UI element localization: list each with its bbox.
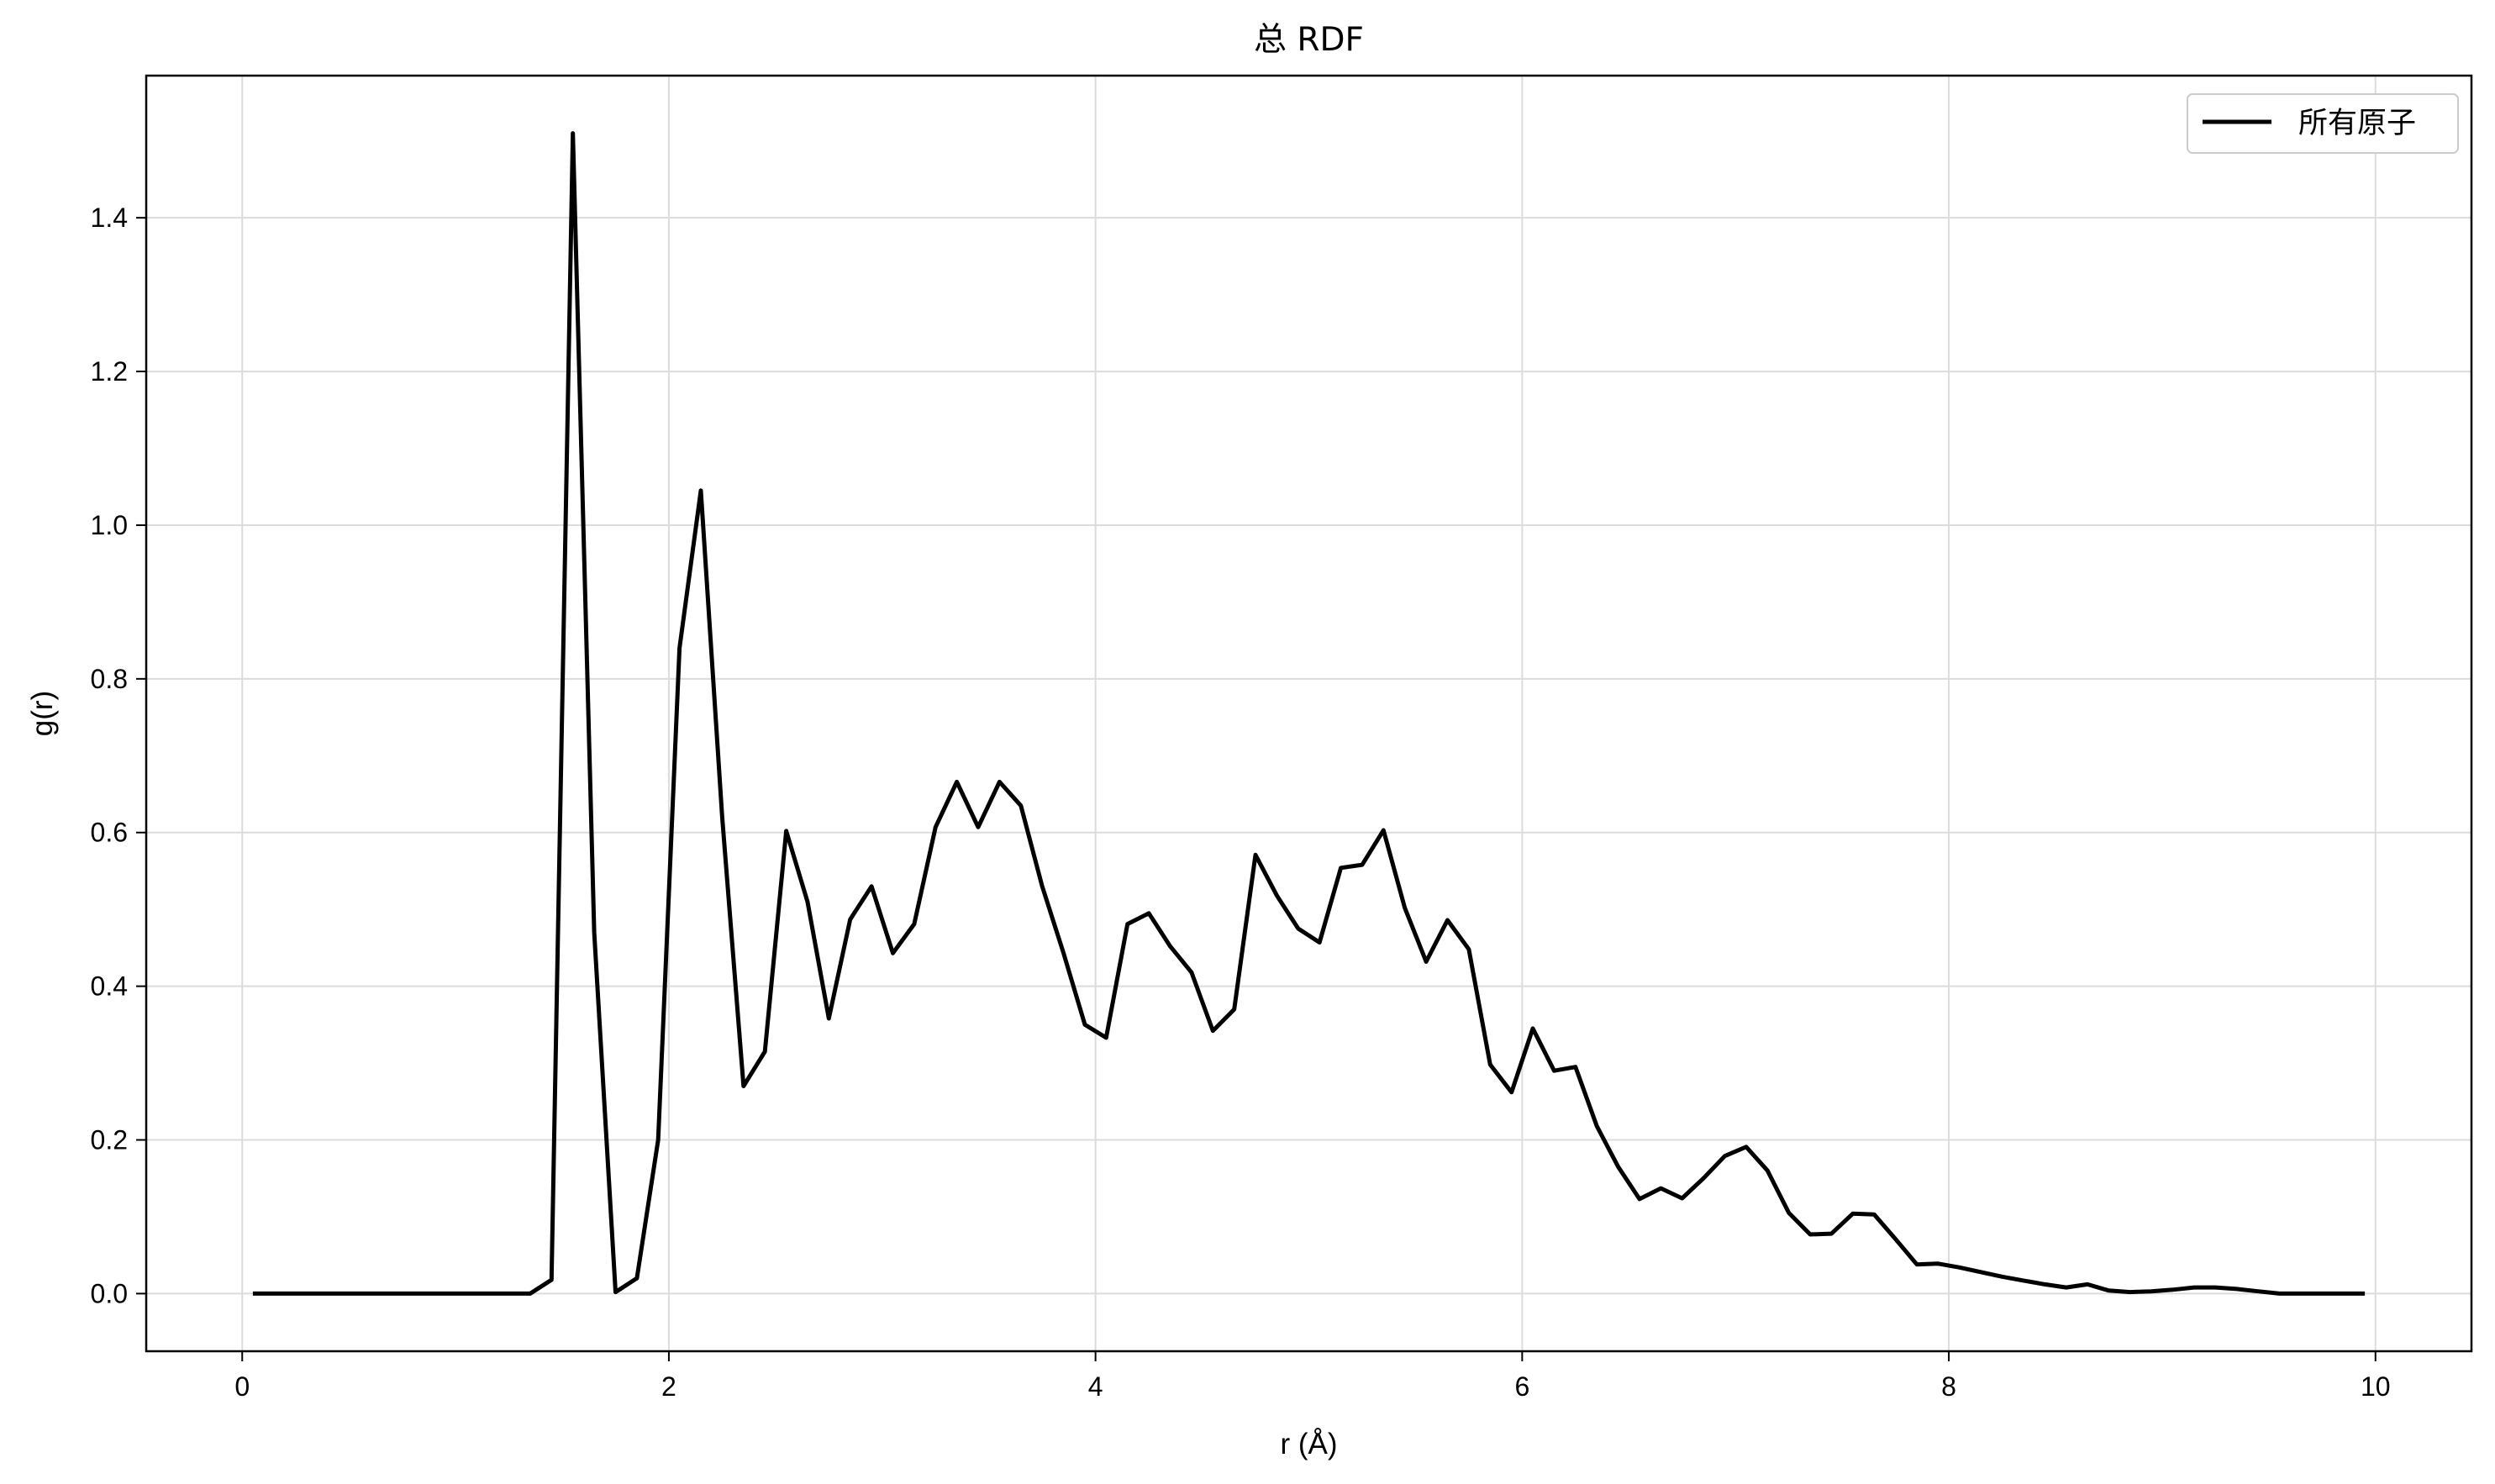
y-tick-label: 0.8 (91, 664, 128, 694)
series-line-all-atoms (252, 131, 2366, 1296)
chart-title: 总 RDF (1254, 21, 1364, 59)
y-tick-label: 0.0 (91, 1278, 128, 1308)
y-tick-label: 1.0 (91, 510, 128, 540)
x-tick-label: 10 (2361, 1371, 2391, 1402)
y-tick-label: 1.2 (91, 356, 128, 387)
x-tick-label: 6 (1514, 1371, 1529, 1402)
grid-lines (146, 76, 2471, 1351)
series-layer (252, 131, 2366, 1296)
plot-area-frame (145, 74, 2473, 1353)
y-tick-label: 1.4 (91, 203, 128, 233)
y-tick-label: 0.2 (91, 1125, 128, 1155)
x-tick-label: 0 (234, 1371, 250, 1402)
x-tick-label: 8 (1941, 1371, 1956, 1402)
x-axis-label: r (Å) (1280, 1428, 1337, 1460)
y-axis-label: g(r) (26, 691, 59, 736)
x-tick-label: 4 (1088, 1371, 1103, 1402)
x-axis-ticks: 0 2 4 6 8 10 (234, 1351, 2391, 1402)
y-tick-label: 0.6 (91, 818, 128, 848)
legend-label-all-atoms: 所有原子 (2298, 107, 2416, 140)
legend-box (2187, 93, 2459, 154)
y-tick-label: 0.4 (91, 971, 128, 1002)
legend: 所有原子 (2187, 93, 2459, 154)
x-tick-label: 2 (661, 1371, 676, 1402)
y-axis-ticks: 0.0 0.2 0.4 0.6 0.8 1.0 1.2 1.4 (91, 203, 146, 1308)
